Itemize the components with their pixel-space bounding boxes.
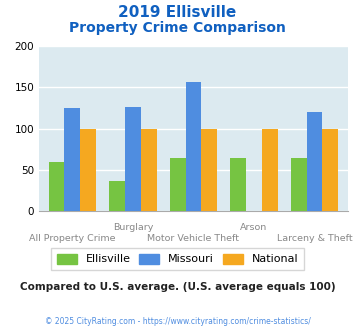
Text: Arson: Arson	[240, 223, 268, 232]
Bar	[141, 129, 157, 211]
Bar	[291, 158, 307, 211]
Text: © 2025 CityRating.com - https://www.cityrating.com/crime-statistics/: © 2025 CityRating.com - https://www.city…	[45, 317, 310, 326]
Bar	[186, 82, 201, 211]
Text: Burglary: Burglary	[113, 223, 153, 232]
Text: 2019 Ellisville: 2019 Ellisville	[118, 5, 237, 20]
Bar	[65, 108, 80, 211]
Bar	[230, 158, 246, 211]
Bar	[322, 129, 338, 211]
Bar	[201, 129, 217, 211]
Text: Compared to U.S. average. (U.S. average equals 100): Compared to U.S. average. (U.S. average …	[20, 282, 335, 292]
Bar	[109, 181, 125, 211]
Bar	[307, 112, 322, 211]
Bar	[80, 129, 96, 211]
Text: Property Crime Comparison: Property Crime Comparison	[69, 21, 286, 35]
Bar	[262, 129, 278, 211]
Legend: Ellisville, Missouri, National: Ellisville, Missouri, National	[51, 248, 304, 270]
Bar	[49, 162, 65, 211]
Text: Motor Vehicle Theft: Motor Vehicle Theft	[147, 234, 240, 243]
Bar	[125, 107, 141, 211]
Text: Larceny & Theft: Larceny & Theft	[277, 234, 353, 243]
Bar	[170, 157, 186, 211]
Text: All Property Crime: All Property Crime	[29, 234, 116, 243]
